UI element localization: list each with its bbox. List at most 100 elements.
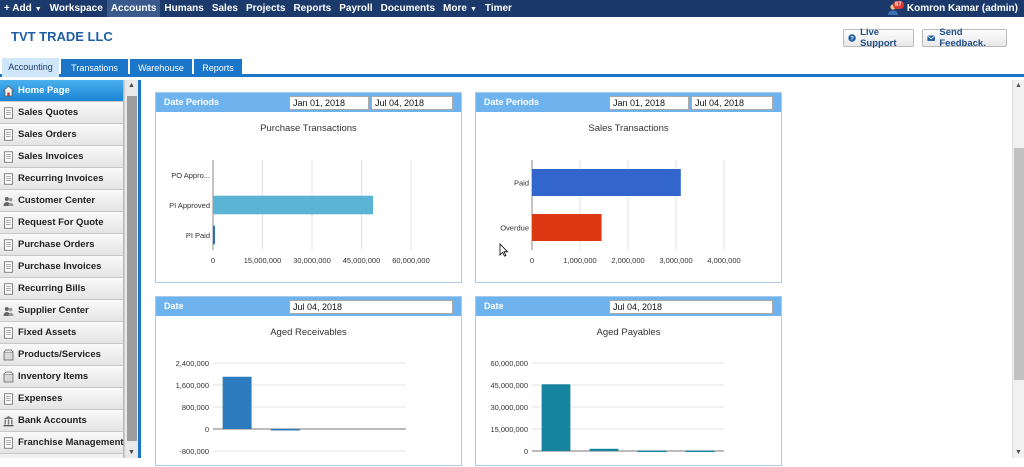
sidebar-item-home-page[interactable]: Home Page [0,80,123,102]
dashboard-main: Date Periods Jan 01, 2018 Jul 04, 2018 P… [141,80,1010,466]
sidebar-item-products-services[interactable]: Products/Services [0,344,123,366]
scroll-down-icon[interactable]: ▼ [1015,449,1022,456]
sidebar-scroll-thumb[interactable] [127,96,137,441]
nav-item-workspace[interactable]: Workspace [46,0,107,17]
x-tick-label: 30,000,000 [293,256,331,265]
nav-item-label: + Add [4,3,32,14]
nav-item-projects[interactable]: Projects [242,0,289,17]
nav-item-label: Payroll [339,3,373,14]
bar [270,429,300,431]
scroll-up-icon[interactable]: ▲ [128,82,135,89]
document-icon [3,216,14,229]
sidebar-item-label: Sales Orders [18,129,77,140]
sidebar-item-recurring-invoices[interactable]: Recurring Invoices [0,168,123,190]
send-feedback-label: Send Feedback. [939,27,986,49]
bar [532,169,681,196]
sidebar-item-sales-orders[interactable]: Sales Orders [0,124,123,146]
sidebar-item-label: Sales Invoices [18,151,84,162]
nav-item-add[interactable]: + Add ▼ [0,0,46,17]
home-icon [3,85,14,97]
sidebar-item-purchase-orders[interactable]: Purchase Orders [0,234,123,256]
date-to-input[interactable]: Jul 04, 2018 [371,96,453,110]
sidebar-item-sales-invoices[interactable]: Sales Invoices [0,146,123,168]
user-name-link[interactable]: Komron Kamar (admin) [906,3,1018,14]
user-icon[interactable]: 87 [887,0,904,15]
nav-item-label: Workspace [49,3,103,14]
company-name: TVT TRADE LLC [11,29,113,44]
sidebar-item-label: Customer Center [18,195,96,206]
nav-item-accounts[interactable]: Accounts [106,0,161,17]
bar [637,450,667,453]
scroll-up-icon[interactable]: ▲ [1015,82,1022,89]
sidebar-item-supplier-center[interactable]: Supplier Center [0,300,123,322]
caret-down-icon: ▼ [34,6,42,13]
category-label: Overdue [500,224,529,233]
tab-accounting[interactable]: Accounting [2,58,59,77]
bar [541,384,571,451]
tab-reports[interactable]: Reports [194,59,242,77]
date-to-input[interactable]: Jul 04, 2018 [691,96,773,110]
sidebar-scrollbar[interactable]: ▲ ▼ [124,80,138,458]
sidebar-item-request-for-quote[interactable]: Request For Quote [0,212,123,234]
document-icon [3,238,14,251]
document-icon [3,282,14,295]
sidebar-item-customer-center[interactable]: Customer Center [0,190,123,212]
bar [589,448,619,451]
nav-item-label: Projects [245,3,286,14]
sales-transactions-panel: Date Periods Jan 01, 2018 Jul 04, 2018 S… [475,92,782,283]
send-feedback-button[interactable]: Send Feedback. [922,27,1007,49]
chart-title: Sales Transactions [588,123,669,134]
live-support-button[interactable]: ? Live Support [843,27,914,49]
y-tick-label: 45,000,000 [490,381,528,390]
sidebar-item-label: Fixed Assets [18,327,77,338]
nav-item-documents[interactable]: Documents [377,0,439,17]
category-label: PO Appro... [171,171,210,180]
sidebar-item-franchise-management[interactable]: Franchise Management [0,432,124,454]
document-icon [3,172,14,185]
top-nav: + Add ▼ Workspace Accounts Humans Sales Projec… [0,0,1024,17]
live-support-label: Live Support [860,27,897,49]
aged-payables-chart: 60,000,000 45,000,000 30,000,000 15,000,000… [490,359,724,456]
category-label: PI Paid [186,231,210,240]
chart-title: Aged Receivables [270,327,347,338]
main-scroll-thumb[interactable] [1014,148,1024,380]
sidebar-item-bank-accounts[interactable]: Bank Accounts [0,410,123,432]
sidebar-item-fixed-assets[interactable]: Fixed Assets [0,322,123,344]
chart-title: Aged Payables [596,327,661,338]
x-tick-label: 2,000,000 [611,256,644,265]
date-from-input[interactable]: Jan 01, 2018 [289,96,369,110]
tab-transations[interactable]: Transations [61,59,128,77]
nav-item-payroll[interactable]: Payroll [335,0,376,17]
nav-item-humans[interactable]: Humans [160,0,207,17]
panel-header: Date Jul 04, 2018 [476,297,781,316]
nav-item-sales[interactable]: Sales [208,0,242,17]
document-icon [3,106,14,119]
sidebar-item-label: Inventory Items [18,371,89,382]
date-from-input[interactable]: Jan 01, 2018 [609,96,689,110]
y-tick-label: 60,000,000 [490,359,528,368]
y-tick-label: 2,400,000 [176,359,209,368]
date-periods-label: Date Periods [164,97,220,107]
sidebar-item-sales-quotes[interactable]: Sales Quotes [0,102,123,124]
nav-item-reports[interactable]: Reports [289,0,335,17]
y-tick-label: 0 [524,447,528,456]
notification-badge[interactable]: 87 [892,0,904,9]
nav-item-more[interactable]: More ▼ [439,0,481,17]
mouse-cursor-icon [499,243,509,257]
sidebar-divider [138,80,141,458]
sidebar-item-label: Recurring Bills [18,283,86,294]
x-tick-label: 0 [211,256,215,265]
sidebar-item-recurring-bills[interactable]: Recurring Bills [0,278,123,300]
people-icon [3,305,14,317]
nav-item-timer[interactable]: Timer [481,0,516,17]
sidebar-item-label: Recurring Invoices [18,173,104,184]
date-input[interactable]: Jul 04, 2018 [609,300,773,314]
scroll-down-icon[interactable]: ▼ [128,449,135,456]
nav-item-label: More [443,3,467,14]
sidebar-item-purchase-invoices[interactable]: Purchase Invoices [0,256,123,278]
sidebar-item-inventory-items[interactable]: Inventory Items [0,366,123,388]
date-input[interactable]: Jul 04, 2018 [289,300,453,314]
main-scrollbar[interactable]: ▲ ▼ [1012,80,1024,458]
sidebar-item-expenses[interactable]: Expenses [0,388,123,410]
tab-warehouse[interactable]: Warehouse [130,59,192,77]
